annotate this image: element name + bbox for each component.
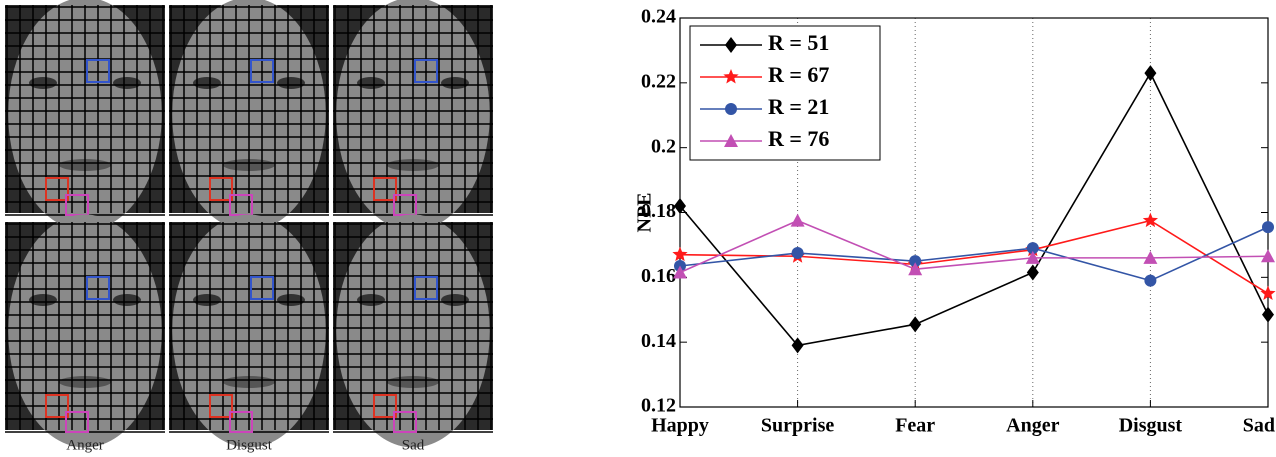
legend-box xyxy=(689,25,881,161)
face-label: Anger xyxy=(66,437,104,453)
region-box xyxy=(65,411,89,433)
region-box xyxy=(45,177,69,201)
region-box xyxy=(250,59,274,83)
region-box xyxy=(86,59,110,83)
region-box xyxy=(229,194,253,216)
data-point xyxy=(791,337,804,354)
data-point xyxy=(1026,242,1039,255)
legend-marker xyxy=(725,37,737,53)
region-box xyxy=(373,394,397,418)
data-point xyxy=(1142,212,1159,228)
legend-marker xyxy=(725,103,737,115)
region-box xyxy=(209,394,233,418)
data-point xyxy=(1144,65,1157,82)
region-box xyxy=(65,194,89,216)
data-point xyxy=(1262,221,1274,234)
data-point xyxy=(908,262,923,276)
region-box xyxy=(45,394,69,418)
face-label: Disgust xyxy=(226,437,273,453)
series-line xyxy=(679,71,1269,347)
eye xyxy=(113,294,141,306)
face-image xyxy=(5,214,165,448)
region-box xyxy=(209,177,233,201)
region-box xyxy=(86,276,110,300)
x-tick-label: Anger xyxy=(1006,415,1059,437)
face-label: Sad xyxy=(402,437,425,453)
eye xyxy=(357,77,385,89)
region-box xyxy=(229,411,253,433)
data-point xyxy=(1261,249,1275,263)
data-point xyxy=(1026,264,1039,281)
series xyxy=(673,213,1275,279)
face-image xyxy=(333,0,493,231)
data-point xyxy=(1144,274,1157,287)
eye xyxy=(29,294,57,306)
y-tick-label: 0.2 xyxy=(651,135,676,157)
data-point xyxy=(673,265,687,279)
series-line xyxy=(679,219,1269,295)
legend-marker xyxy=(724,134,738,147)
x-tick-label: Happy xyxy=(651,415,709,437)
y-tick-label: 0.14 xyxy=(641,330,676,352)
eye xyxy=(441,294,469,306)
face-image xyxy=(5,0,165,231)
x-tick-label: Fear xyxy=(895,415,935,437)
eye xyxy=(277,77,305,89)
data-point xyxy=(1260,285,1276,301)
y-tick-label: 0.24 xyxy=(641,6,676,28)
y-tick-label: 0.22 xyxy=(641,70,676,92)
region-box xyxy=(414,276,438,300)
y-tick-label: 0.16 xyxy=(641,265,676,287)
eye xyxy=(29,77,57,89)
series-line xyxy=(679,226,1269,282)
legend-label: R = 51 xyxy=(768,30,829,55)
data-point xyxy=(1143,250,1158,264)
data-point xyxy=(1025,250,1040,264)
data-point xyxy=(1262,306,1274,323)
y-tick-label: 0.12 xyxy=(641,395,676,417)
legend-label: R = 21 xyxy=(768,94,829,119)
face-image xyxy=(169,0,329,231)
eye xyxy=(113,77,141,89)
data-point xyxy=(791,247,804,260)
region-box xyxy=(393,411,417,433)
data-point xyxy=(674,198,686,215)
data-point xyxy=(909,255,922,268)
data-point xyxy=(909,316,922,333)
y-axis-label: NPE xyxy=(634,193,656,233)
region-box xyxy=(393,194,417,216)
series-line xyxy=(679,219,1269,274)
data-point xyxy=(672,246,688,262)
legend-marker xyxy=(723,69,739,84)
region-box xyxy=(373,177,397,201)
legend-label: R = 76 xyxy=(768,126,829,151)
eye xyxy=(441,77,469,89)
series xyxy=(674,221,1274,287)
eye xyxy=(193,77,221,89)
eye xyxy=(277,294,305,306)
eye xyxy=(193,294,221,306)
region-box xyxy=(250,276,274,300)
face-image xyxy=(333,214,493,448)
x-tick-label: Sad xyxy=(1243,415,1275,437)
y-tick-label: 0.18 xyxy=(641,200,676,222)
x-tick-label: Disgust xyxy=(1119,415,1183,437)
data-point xyxy=(790,213,805,227)
x-tick-label: Surprise xyxy=(761,415,834,437)
series xyxy=(674,65,1274,354)
legend-label: R = 67 xyxy=(768,62,829,87)
eye xyxy=(357,294,385,306)
region-box xyxy=(414,59,438,83)
face-image xyxy=(169,214,329,448)
